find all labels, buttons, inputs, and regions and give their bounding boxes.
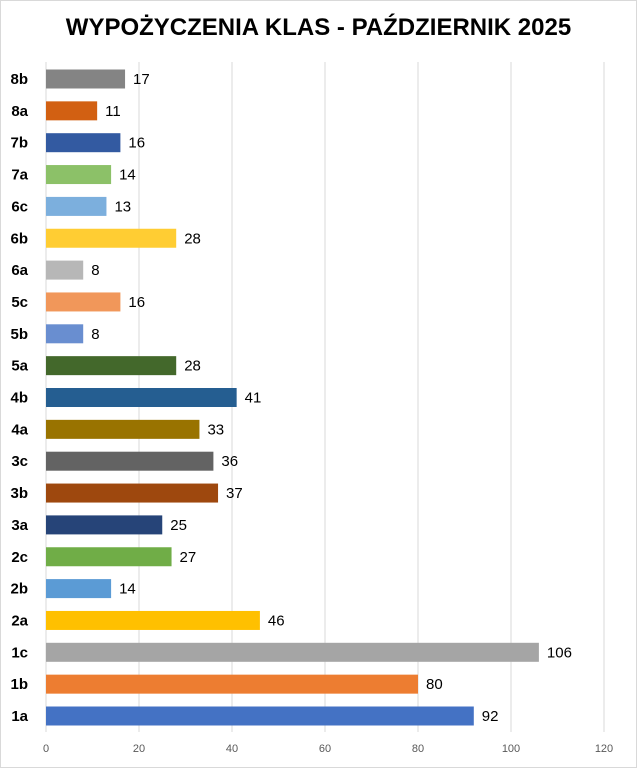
- bar-7a: [46, 165, 112, 185]
- data-label: 28: [184, 358, 201, 375]
- y-category-label: 2b: [10, 581, 28, 598]
- bar-2b: [46, 579, 112, 599]
- data-label: 92: [482, 708, 499, 725]
- y-category-label: 4a: [11, 421, 28, 438]
- bar-6a: [46, 260, 84, 280]
- x-tick-label: 100: [502, 743, 520, 755]
- data-label: 11: [105, 103, 121, 120]
- data-label: 37: [226, 485, 243, 502]
- bar-4a: [46, 419, 200, 439]
- y-category-label: 5a: [11, 358, 28, 375]
- data-label: 46: [268, 612, 285, 629]
- data-label: 14: [119, 167, 136, 184]
- bar-6c: [46, 196, 107, 216]
- y-category-label: 2a: [11, 612, 28, 629]
- bar-8a: [46, 101, 98, 121]
- x-tick-label: 120: [595, 743, 613, 755]
- data-label: 80: [426, 676, 443, 693]
- data-label: 16: [128, 135, 145, 152]
- x-tick-label: 20: [133, 743, 145, 755]
- bar-3b: [46, 483, 219, 503]
- bar-1b: [46, 674, 418, 694]
- bar-3a: [46, 515, 163, 535]
- y-category-label: 6b: [10, 230, 28, 247]
- y-category-label: 5b: [10, 326, 28, 343]
- y-category-label: 6c: [11, 198, 28, 215]
- x-tick-label: 60: [319, 743, 331, 755]
- data-label: 8: [91, 262, 99, 279]
- bar-6b: [46, 228, 177, 248]
- bar-2c: [46, 547, 172, 567]
- data-label: 33: [207, 421, 224, 438]
- bar-5c: [46, 292, 121, 312]
- chart-title: WYPOŻYCZENIA KLAS - PAŹDZIERNIK 2025: [65, 14, 572, 41]
- bar-2a: [46, 610, 260, 630]
- y-category-label: 8b: [10, 71, 28, 88]
- bar-5b: [46, 324, 84, 344]
- y-category-label: 6a: [11, 262, 28, 279]
- y-category-label: 1a: [11, 708, 28, 725]
- data-label: 36: [221, 453, 238, 470]
- y-category-label: 8a: [11, 103, 28, 120]
- y-category-label: 1b: [10, 676, 28, 693]
- bar-7b: [46, 133, 121, 153]
- data-label: 25: [170, 517, 187, 534]
- y-category-label: 7a: [11, 167, 28, 184]
- bar-1a: [46, 706, 474, 726]
- bar-1c: [46, 642, 539, 662]
- y-category-label: 4b: [10, 390, 28, 407]
- data-label: 17: [133, 71, 150, 88]
- data-label: 14: [119, 581, 136, 598]
- x-tick-label: 40: [226, 743, 238, 755]
- bar-8b: [46, 69, 126, 89]
- data-label: 16: [128, 294, 145, 311]
- data-label: 28: [184, 230, 201, 247]
- y-category-label: 3a: [11, 517, 28, 534]
- y-category-label: 5c: [11, 294, 28, 311]
- data-label: 8: [91, 326, 99, 343]
- y-category-label: 7b: [10, 135, 28, 152]
- y-category-label: 2c: [11, 549, 28, 566]
- x-tick-label: 80: [412, 743, 424, 755]
- y-category-label: 1c: [11, 644, 28, 661]
- bar-3c: [46, 451, 214, 471]
- bar-5a: [46, 356, 177, 376]
- bar-4b: [46, 388, 237, 407]
- y-category-label: 3b: [10, 485, 28, 502]
- y-category-label: 3c: [11, 453, 28, 470]
- data-label: 13: [114, 198, 131, 215]
- x-tick-label: 0: [43, 743, 49, 755]
- data-label: 41: [245, 390, 262, 407]
- data-label: 27: [180, 549, 197, 566]
- data-label: 106: [547, 644, 572, 661]
